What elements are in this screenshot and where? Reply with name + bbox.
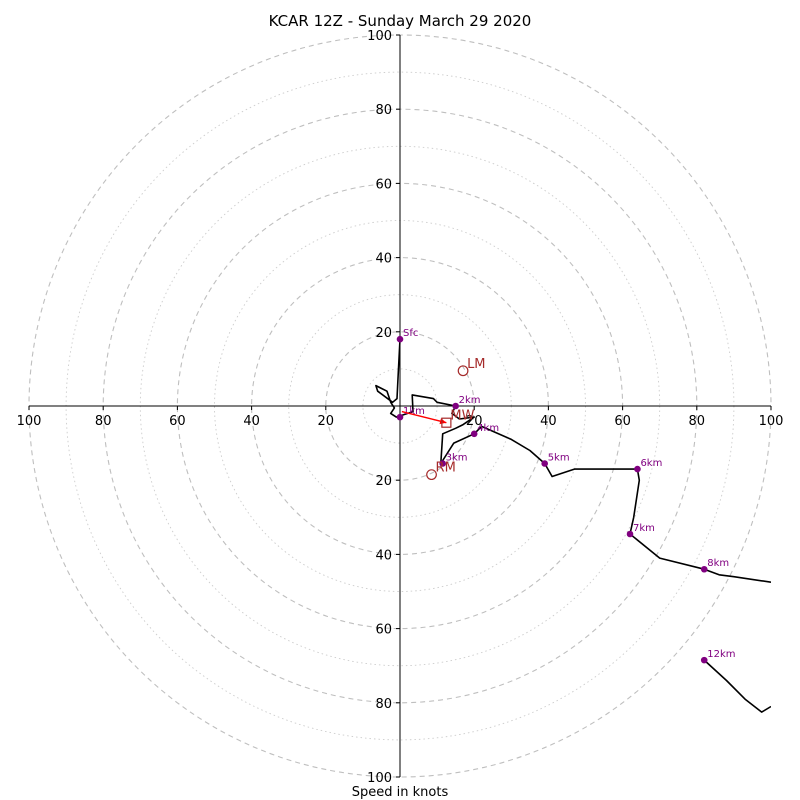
y-tick-label: 60	[375, 177, 392, 192]
height-marker-point	[452, 402, 459, 410]
height-marker-point	[634, 465, 641, 473]
height-marker-label: 3km	[446, 453, 468, 464]
x-axis-label: Speed in knots	[352, 785, 449, 800]
x-tick-label: 100	[759, 414, 784, 429]
mean-wind-arrowhead	[439, 418, 447, 425]
height-markers: Sfc 1km 2km 3km 4km 5km 6km 7km 8km 12km	[396, 328, 735, 664]
height-marker-label: Sfc	[403, 328, 418, 339]
height-marker-point	[626, 530, 634, 538]
storm-motion-marker	[441, 417, 452, 428]
storm-motion-marker	[457, 365, 469, 377]
mean-wind-arrow	[401, 410, 447, 424]
height-marker-point	[541, 460, 548, 467]
x-tick-label: 80	[95, 414, 112, 429]
height-marker-label: 5km	[548, 453, 570, 464]
height-marker-point	[470, 430, 478, 438]
height-marker-point	[439, 460, 446, 467]
storm-motion-marker	[426, 469, 437, 481]
height-marker-label: 2km	[459, 395, 481, 406]
x-tick-label: 80	[689, 414, 706, 429]
height-marker-label: 1km	[403, 406, 425, 417]
height-marker-point	[396, 335, 404, 343]
y-tick-label: 100	[367, 29, 392, 44]
y-tick-label: 80	[375, 697, 392, 712]
y-tick-label: 40	[375, 548, 392, 563]
storm-motion-markers: LM RM MW	[401, 357, 486, 481]
height-marker-label: 12km	[707, 649, 735, 660]
y-tick-label: 20	[375, 474, 392, 489]
storm-motion-label: RM	[436, 461, 456, 476]
y-tick-label: 40	[375, 252, 392, 267]
tick-labels: 100 80 60 40 20 20 40 60 80 100100806040202040608…	[17, 29, 784, 786]
y-tick-label: 80	[375, 103, 392, 118]
storm-motion-label: MW	[450, 409, 474, 424]
height-marker-point	[700, 565, 708, 573]
axes	[28, 34, 772, 778]
height-marker-label: 8km	[707, 558, 729, 569]
height-marker-point	[396, 413, 404, 421]
height-marker-label: 7km	[633, 523, 655, 534]
x-tick-label: 40	[243, 414, 260, 429]
height-marker-label: 6km	[640, 458, 662, 469]
height-marker-point	[700, 656, 708, 664]
x-tick-label: 40	[540, 414, 557, 429]
height-marker-label: 4km	[477, 423, 499, 434]
x-tick-label: 60	[614, 414, 631, 429]
trace-segment	[703, 659, 771, 713]
hodograph-trace	[375, 339, 771, 713]
storm-motion-label: LM	[467, 357, 485, 372]
chart-title: KCAR 12Z - Sunday March 29 2020	[269, 12, 532, 30]
y-tick-label: 60	[375, 623, 392, 638]
y-tick-label: 100	[367, 771, 392, 786]
x-tick-label: 100	[17, 414, 42, 429]
trace-segment	[375, 339, 771, 583]
x-tick-label: 60	[169, 414, 186, 429]
y-tick-label: 20	[375, 326, 392, 341]
x-tick-label: 20	[318, 414, 335, 429]
